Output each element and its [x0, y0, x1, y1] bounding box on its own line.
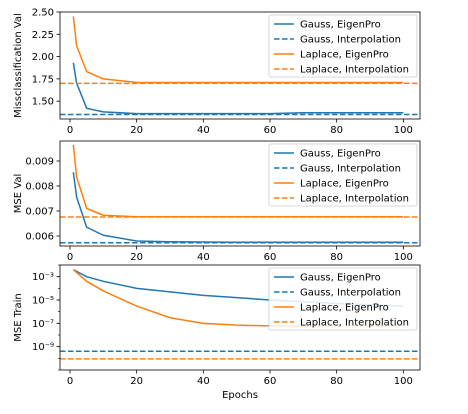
y-tick-label: 2.25	[32, 30, 54, 41]
plot-frame	[59, 264, 421, 371]
legend-box	[268, 143, 418, 207]
y-tick-label: 1.75	[32, 74, 54, 85]
legend-entry: Laplace, Interpolation	[300, 318, 409, 329]
series-group	[60, 16, 420, 116]
y-axis-label: MSE Train	[13, 293, 24, 341]
plot-frame	[59, 11, 421, 120]
y-axis-label: MSE Val	[13, 174, 24, 213]
y-tick-label: 0.007	[25, 207, 54, 218]
legend-entry: Gauss, EigenPro	[300, 273, 381, 284]
x-tick-label: 100	[394, 125, 413, 136]
chart-panel-1: 0 20 40 60 80 100 1.50 1.75 2.00 2.25 2.50 Missclas…	[13, 8, 421, 136]
y-tick-label: 10⁻⁹	[32, 342, 54, 353]
y-tick-label: 10⁻³	[32, 272, 54, 283]
x-tick-label: 80	[330, 376, 343, 387]
legend: Gauss, EigenPro Gauss, Interpolation Lapla…	[268, 267, 418, 331]
y-tick-label: 0.006	[25, 232, 54, 243]
legend-entry: Gauss, EigenPro	[300, 149, 381, 160]
legend-entry: Laplace, EigenPro	[300, 50, 389, 61]
legend-entry: Gauss, Interpolation	[300, 35, 401, 46]
x-tick-label: 40	[197, 125, 210, 136]
x-tick-label: 20	[130, 376, 143, 387]
legend-entry: Laplace, EigenPro	[300, 179, 389, 190]
x-tick-label: 100	[394, 252, 413, 263]
x-tick-label: 60	[264, 252, 277, 263]
x-tick-label: 80	[330, 125, 343, 136]
series-group	[60, 144, 420, 244]
y-tick-label: 2.50	[32, 8, 54, 19]
x-tick-label: 20	[130, 252, 143, 263]
legend-entry: Laplace, Interpolation	[300, 65, 409, 76]
legend-entry: Gauss, Interpolation	[300, 288, 401, 299]
y-tick-label: 1.50	[32, 97, 54, 108]
x-tick-label: 0	[67, 376, 73, 387]
x-axis-label: Epochs	[222, 390, 258, 401]
x-tick-label: 80	[330, 252, 343, 263]
x-tick-label: 40	[197, 252, 210, 263]
y-tick-label: 0.009	[25, 157, 54, 168]
series-line-gauss-eigenpro	[72, 62, 404, 115]
legend: Gauss, EigenPro Gauss, Interpolation Lapla…	[268, 14, 418, 78]
legend-entry: Laplace, Interpolation	[300, 194, 409, 205]
legend: Gauss, EigenPro Gauss, Interpolation Lapla…	[268, 143, 418, 207]
y-tick-label: 10⁻⁵	[32, 296, 54, 307]
x-tick-label: 60	[264, 376, 277, 387]
legend-box	[268, 267, 418, 331]
legend-box	[268, 14, 418, 78]
legend-entry: Laplace, EigenPro	[300, 303, 389, 314]
x-tick-label: 60	[264, 125, 277, 136]
x-tick-label: 0	[67, 252, 73, 263]
x-tick-label: 40	[197, 376, 210, 387]
series-line-laplace-eigenpro	[72, 16, 404, 84]
chart-panel-3: 0 20 40 60 80 100 10⁻⁹ 10⁻⁷ 10⁻⁵ 10⁻³ MSE Train Gau…	[13, 264, 421, 401]
x-tick-label: 100	[394, 376, 413, 387]
x-tick-label: 0	[67, 125, 73, 136]
y-tick-label: 2.00	[32, 52, 54, 63]
y-tick-label: 0.008	[25, 182, 54, 193]
x-tick-label: 20	[130, 125, 143, 136]
legend-entry: Gauss, Interpolation	[300, 164, 401, 175]
y-tick-label: 10⁻⁷	[32, 319, 54, 330]
plot-frame	[59, 140, 421, 247]
y-axis-label: Missclassification Val	[13, 13, 24, 118]
legend-entry: Gauss, EigenPro	[300, 20, 381, 31]
